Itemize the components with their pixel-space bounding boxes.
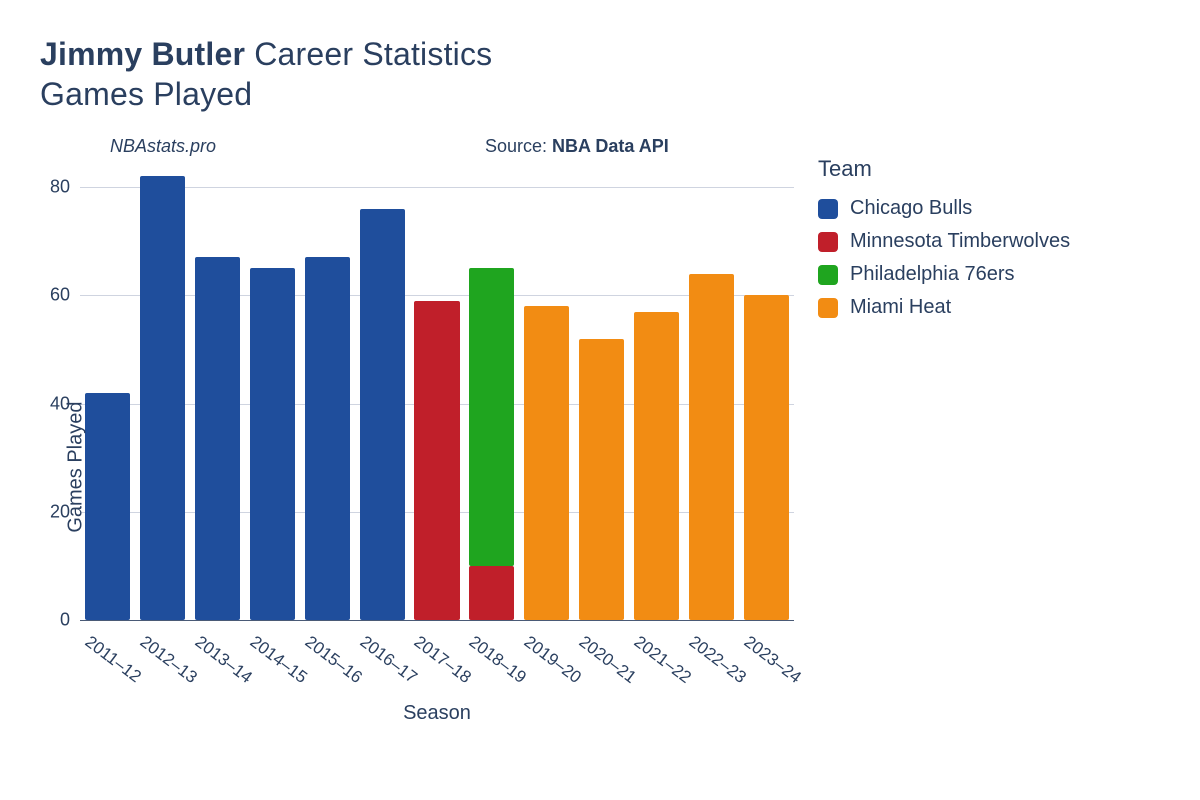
legend-item[interactable]: Philadelphia 76ers xyxy=(818,258,1070,291)
legend-item[interactable]: Miami Heat xyxy=(818,291,1070,324)
x-tick-label: 2012–13 xyxy=(136,632,201,688)
bar-segment[interactable] xyxy=(524,306,569,620)
bar-segment[interactable] xyxy=(469,566,514,620)
bar-segment[interactable] xyxy=(634,312,679,620)
gridline xyxy=(80,295,794,296)
x-tick-label: 2014–15 xyxy=(246,632,311,688)
x-tick-label: 2023–24 xyxy=(740,632,805,688)
bar-segment[interactable] xyxy=(469,268,514,566)
x-tick-label: 2021–22 xyxy=(630,632,695,688)
legend-label: Minnesota Timberwolves xyxy=(850,225,1070,258)
y-axis-title: Games Played xyxy=(65,402,88,533)
y-tick-label: 0 xyxy=(60,610,70,631)
bar-segment[interactable] xyxy=(85,393,130,620)
plot-area: 020406080 xyxy=(80,160,794,620)
bar-segment[interactable] xyxy=(689,274,734,620)
x-tick-label: 2018–19 xyxy=(465,632,530,688)
bar-segment[interactable] xyxy=(579,339,624,620)
y-tick-label: 80 xyxy=(50,177,70,198)
title-player: Jimmy Butler xyxy=(40,36,245,72)
bar-segment[interactable] xyxy=(414,301,459,620)
y-tick-label: 60 xyxy=(50,285,70,306)
legend-label: Philadelphia 76ers xyxy=(850,258,1015,291)
legend-label: Chicago Bulls xyxy=(850,192,972,225)
title-suffix: Career Statistics xyxy=(254,36,492,72)
source-name: NBA Data API xyxy=(552,136,669,156)
legend-swatch xyxy=(818,199,838,219)
title-block: Jimmy Butler Career Statistics Games Pla… xyxy=(40,34,492,114)
credit-text: NBAstats.pro xyxy=(110,136,216,157)
source-text: Source: NBA Data API xyxy=(485,136,669,157)
x-tick-label: 2015–16 xyxy=(301,632,366,688)
x-tick-label: 2016–17 xyxy=(356,632,421,688)
x-tick-label: 2013–14 xyxy=(191,632,256,688)
legend-swatch xyxy=(818,232,838,252)
title-line-2: Games Played xyxy=(40,74,492,114)
source-prefix: Source: xyxy=(485,136,552,156)
legend-item[interactable]: Minnesota Timberwolves xyxy=(818,225,1070,258)
gridline xyxy=(80,187,794,188)
zero-line xyxy=(80,620,794,621)
bar-segment[interactable] xyxy=(360,209,405,620)
legend-label: Miami Heat xyxy=(850,291,951,324)
bar-segment[interactable] xyxy=(195,257,240,620)
x-tick-label: 2011–12 xyxy=(81,632,145,687)
x-tick-label: 2022–23 xyxy=(685,632,750,688)
x-tick-label: 2017–18 xyxy=(410,632,475,688)
bar-segment[interactable] xyxy=(250,268,295,620)
x-axis-title: Season xyxy=(80,702,794,725)
bar-segment[interactable] xyxy=(744,295,789,620)
legend-swatch xyxy=(818,265,838,285)
chart-container: Jimmy Butler Career Statistics Games Pla… xyxy=(0,0,1200,800)
title-subtitle: Games Played xyxy=(40,76,252,112)
title-line-1: Jimmy Butler Career Statistics xyxy=(40,34,492,74)
legend-title: Team xyxy=(818,156,1070,182)
legend: Team Chicago BullsMinnesota Timberwolves… xyxy=(818,156,1070,324)
legend-swatch xyxy=(818,298,838,318)
x-tick-label: 2020–21 xyxy=(575,632,640,688)
legend-item[interactable]: Chicago Bulls xyxy=(818,192,1070,225)
bar-segment[interactable] xyxy=(140,176,185,620)
x-tick-label: 2019–20 xyxy=(520,632,585,688)
bar-segment[interactable] xyxy=(305,257,350,620)
